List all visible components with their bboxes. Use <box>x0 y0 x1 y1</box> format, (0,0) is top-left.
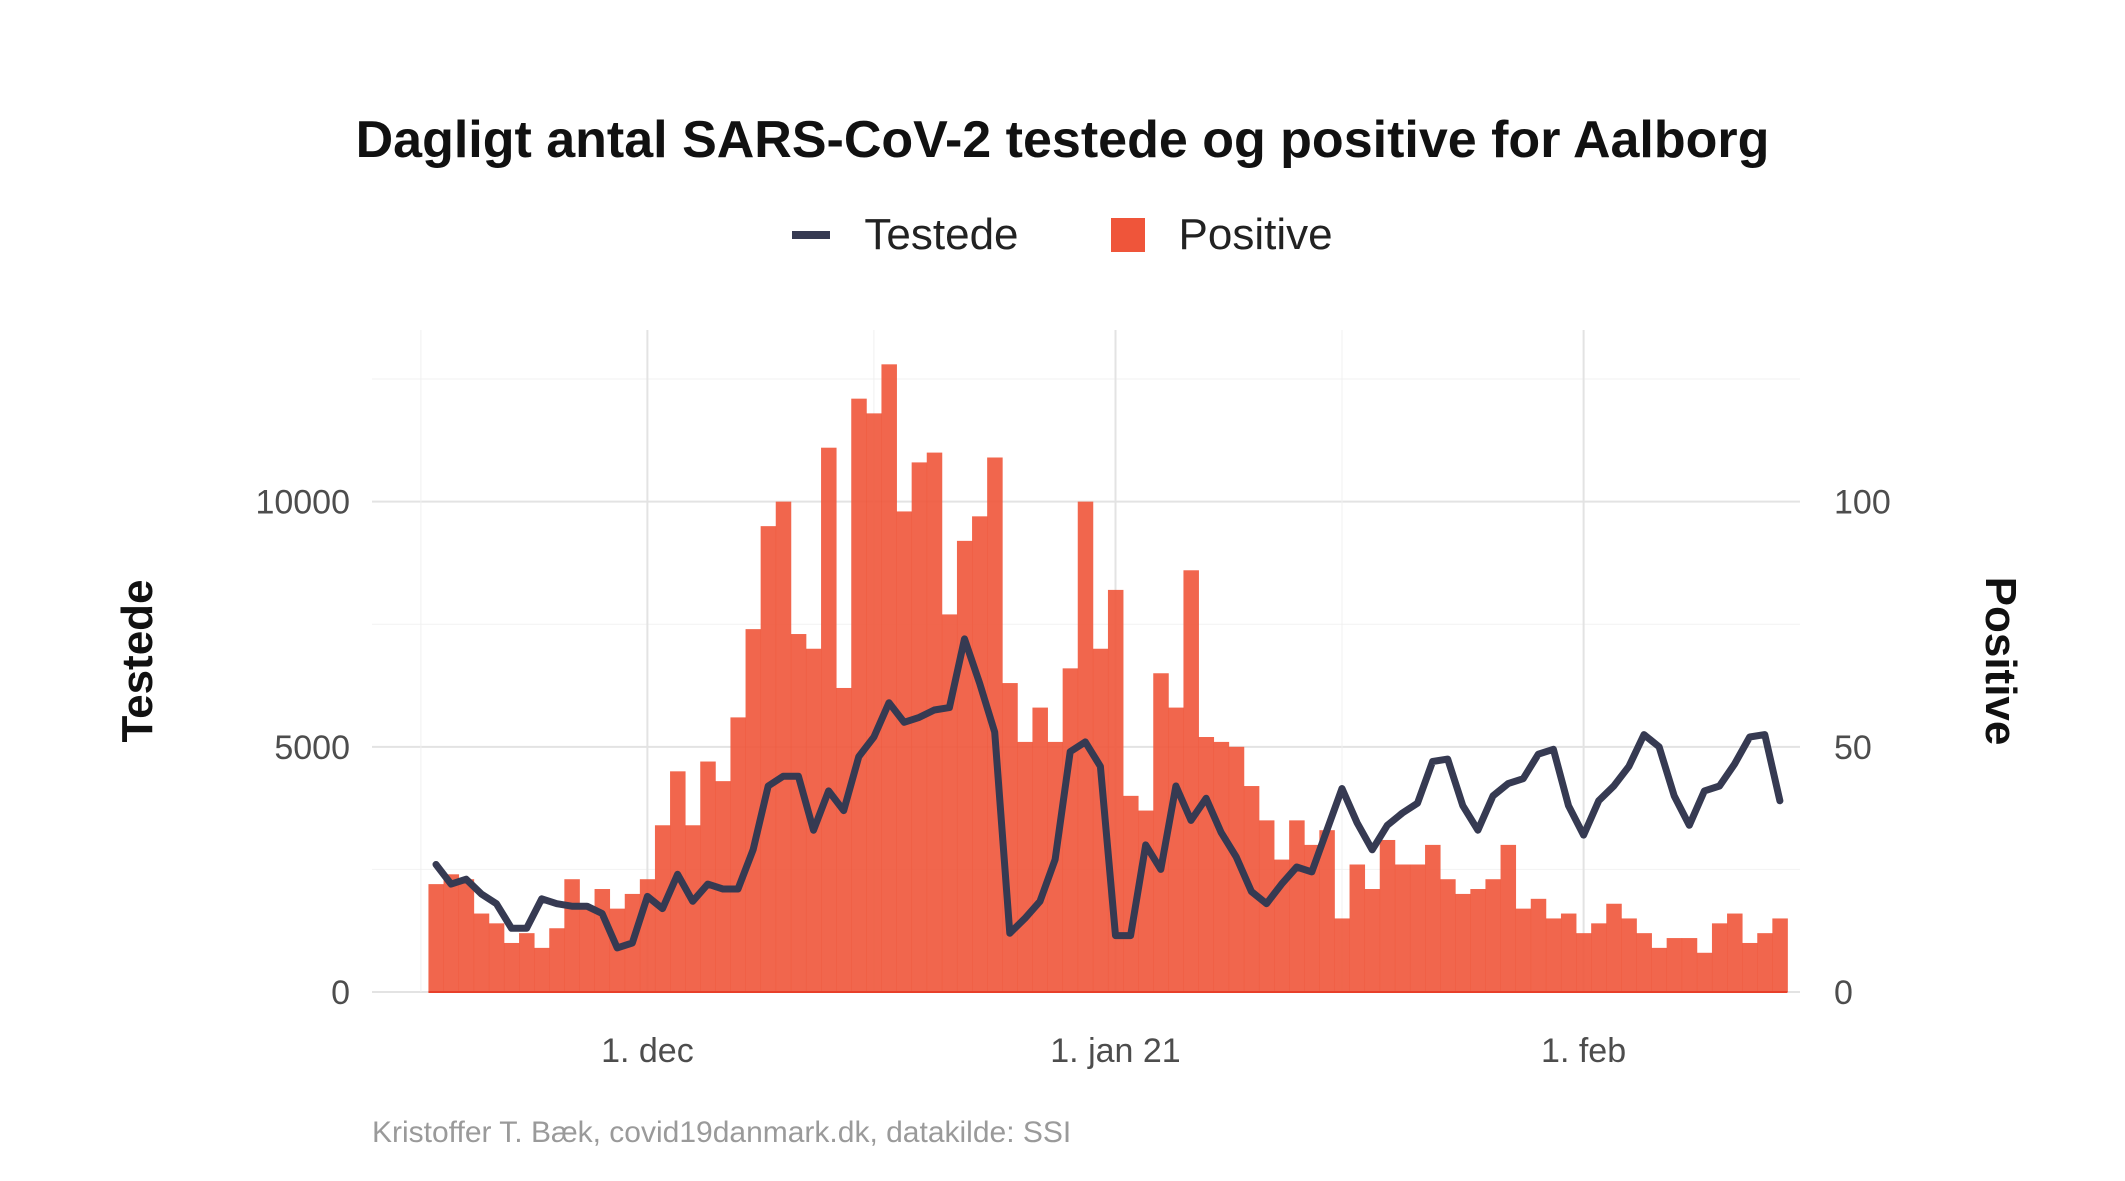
bar-positive <box>503 942 520 992</box>
bar-positive <box>519 933 535 992</box>
y-right-tick-label: 100 <box>1834 484 1891 522</box>
bar-positive <box>1213 741 1230 992</box>
bar-positive <box>881 364 897 992</box>
caption: Kristoffer T. Bæk, covid19danmark.dk, da… <box>372 1116 1072 1149</box>
bar-positive <box>1017 741 1033 992</box>
bar-positive <box>1500 844 1517 992</box>
legend-swatch-positive <box>1110 218 1145 252</box>
bar-positive <box>1470 889 1486 992</box>
bar-positive <box>1742 942 1758 992</box>
bar-positive <box>760 526 777 992</box>
bar-positive <box>836 687 852 992</box>
bar-positive <box>1379 839 1396 992</box>
y-left-tick-label: 0 <box>331 974 350 1012</box>
bar-positive <box>972 516 988 992</box>
bar-positive <box>1304 844 1320 992</box>
y-left-tick-label: 5000 <box>274 729 350 767</box>
bar-positive <box>956 540 973 992</box>
bar-positive <box>1062 668 1079 992</box>
bar-positive <box>926 452 943 992</box>
bar-positive <box>851 398 867 992</box>
legend-label-testede: Testede <box>864 210 1019 259</box>
y-left-axis-title: Testede <box>113 579 162 742</box>
bar-positive <box>866 413 882 992</box>
bar-positive <box>1666 938 1683 992</box>
bar-positive <box>1334 918 1350 992</box>
bar-positive <box>549 928 565 992</box>
bar-positive <box>1092 648 1109 992</box>
bar-positive <box>730 717 746 992</box>
bar-positive <box>443 874 460 992</box>
y-left-tick-label: 10000 <box>255 484 350 522</box>
x-tick-label: 1. feb <box>1541 1032 1626 1070</box>
bar-positive <box>1364 889 1381 992</box>
bar-positive <box>473 913 490 992</box>
bar-positive <box>1198 737 1215 992</box>
bar-positive <box>1032 707 1048 992</box>
bar-positive <box>1319 830 1335 992</box>
x-tick-label: 1. dec <box>601 1032 694 1070</box>
bar-positive <box>1772 918 1788 992</box>
y-right-tick-label: 50 <box>1834 729 1872 767</box>
bar-positive <box>534 947 550 992</box>
chart-title: Dagligt antal SARS-CoV-2 testede og posi… <box>355 111 1770 169</box>
bar-positive <box>1621 918 1637 992</box>
bar-positive <box>1485 879 1501 992</box>
bar-positive <box>1727 913 1743 992</box>
legend-item-testede: Testede <box>792 210 1019 260</box>
bar-positive <box>1681 938 1698 992</box>
legend-swatch-testede <box>792 231 831 239</box>
bar-positive <box>1711 923 1728 992</box>
bar-positive <box>1440 879 1456 992</box>
bar-positive <box>564 879 580 992</box>
axes: 0 0 5000 50 10000 100 1. dec 1. jan 21 1. feb Tes… <box>113 484 2025 1070</box>
bar-positive <box>821 447 837 992</box>
bar-positive <box>1696 952 1713 992</box>
bar-positive <box>458 879 475 992</box>
bar-positive <box>685 825 701 992</box>
x-tick-label: 1. jan 21 <box>1050 1032 1180 1070</box>
bar-positive <box>1349 864 1366 992</box>
bar-positive <box>1289 820 1305 992</box>
legend-item-positive: Positive <box>1110 210 1333 260</box>
bar-positive <box>911 462 928 992</box>
bar-positive <box>1560 913 1577 992</box>
bar-positive <box>1651 947 1668 992</box>
bar-positive <box>1425 844 1441 992</box>
bar-positive <box>775 501 792 992</box>
bar-positive <box>1545 918 1562 992</box>
bar-positive <box>1409 864 1426 992</box>
bar-positive <box>745 629 762 992</box>
bar-positive <box>1153 673 1169 992</box>
y-right-axis-title: Positive <box>1976 577 2025 746</box>
bar-positive <box>1183 570 1199 992</box>
bar-positive <box>1757 933 1773 992</box>
bar-positive <box>594 889 611 992</box>
line-testede <box>432 635 1784 952</box>
bar-positive <box>1123 795 1139 992</box>
bars-positive <box>428 364 1788 993</box>
bar-positive <box>1530 898 1547 992</box>
line-testede-path <box>432 635 1784 952</box>
bar-positive <box>1515 908 1532 992</box>
bar-positive <box>579 908 595 992</box>
legend: Testede Positive <box>0 210 2125 260</box>
bar-positive <box>896 511 913 992</box>
bar-positive <box>1228 746 1245 992</box>
bar-positive <box>1138 810 1154 992</box>
legend-label-positive: Positive <box>1178 210 1333 259</box>
y-right-tick-label: 0 <box>1834 974 1853 1012</box>
bar-positive <box>1168 707 1184 992</box>
bar-positive <box>1606 903 1622 992</box>
bar-positive <box>1636 933 1652 992</box>
bar-positive <box>1591 923 1607 992</box>
bar-positive <box>1394 864 1411 992</box>
bar-positive <box>700 761 716 992</box>
bar-positive <box>488 923 505 992</box>
bar-positive <box>1576 933 1592 992</box>
bar-positive <box>428 884 444 992</box>
bar-positive <box>790 634 807 992</box>
bar-positive <box>1455 893 1471 992</box>
